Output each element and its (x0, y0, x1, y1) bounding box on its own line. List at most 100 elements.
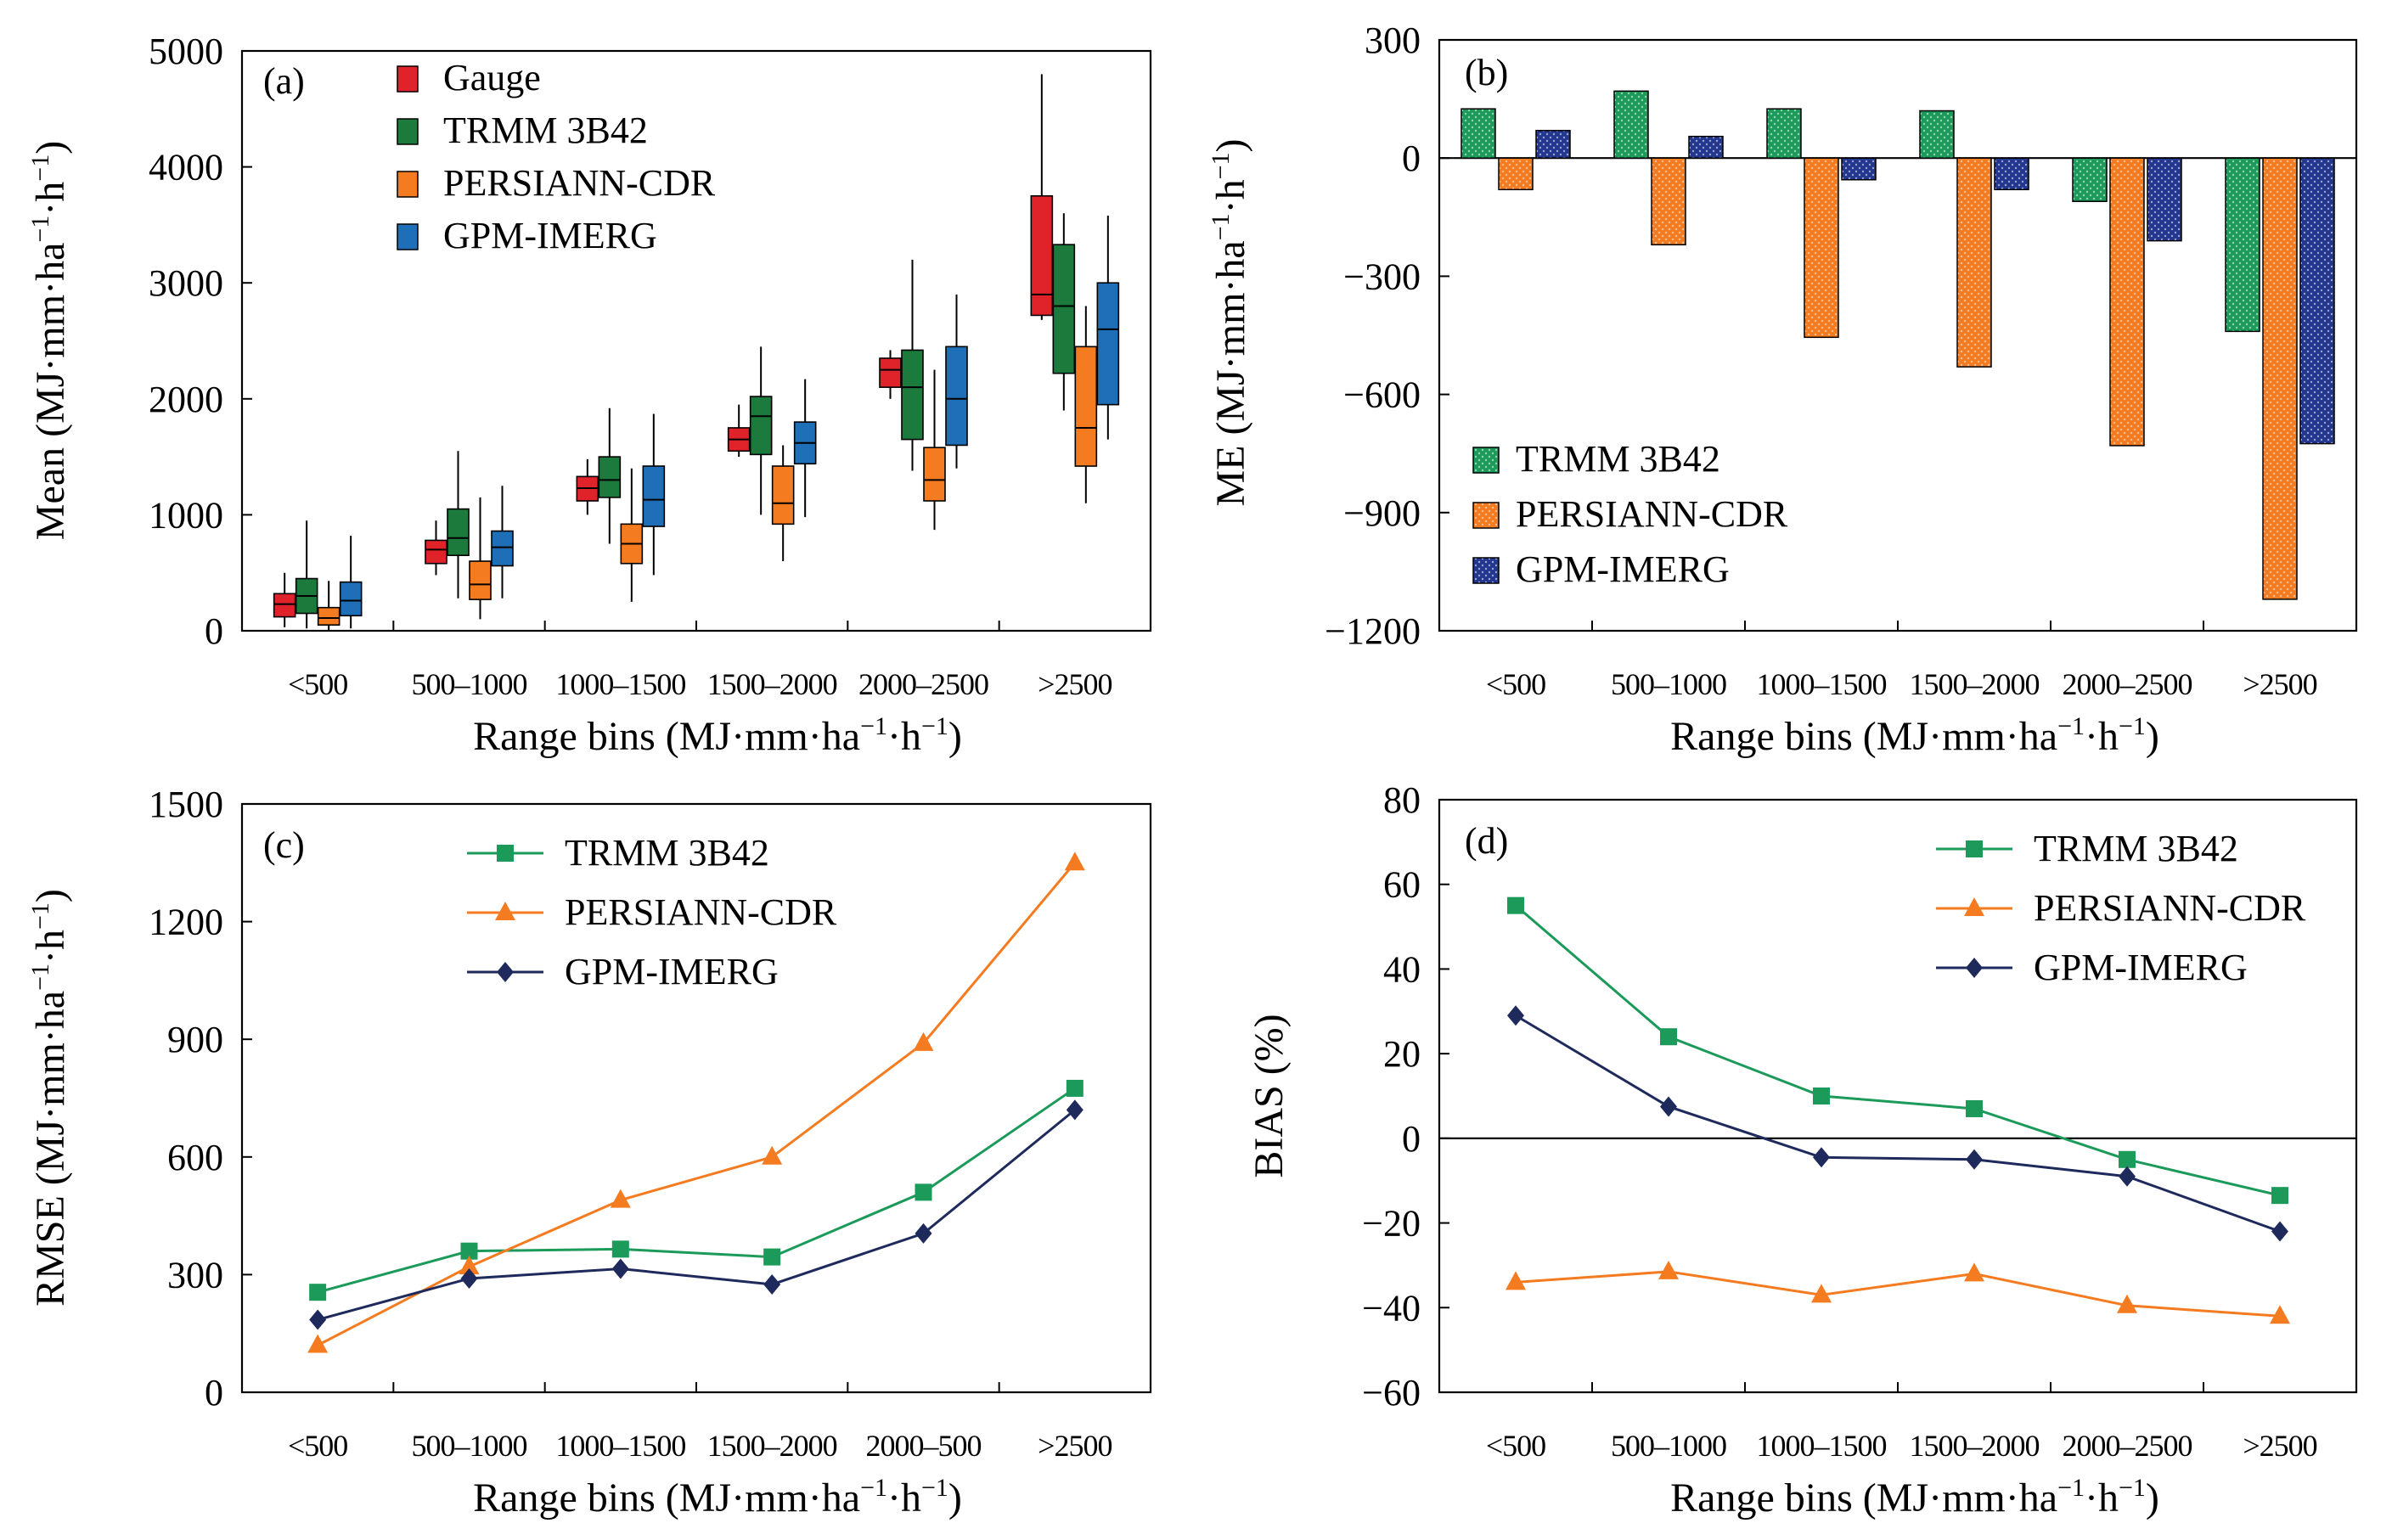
series-gpm-imerg (1507, 1005, 2288, 1242)
x-tick-label: <500 (1486, 1429, 1545, 1463)
x-tick-label: 1500–2000 (1910, 1429, 2040, 1463)
diamond-marker (460, 1268, 478, 1290)
y-tick-label: −40 (1362, 1287, 1421, 1329)
y-label-sup: −1 (26, 964, 54, 991)
box-body (491, 530, 514, 567)
bar-gpm-imerg (2299, 157, 2335, 445)
y-tick-label: 300 (167, 1254, 223, 1296)
x-tick-label: 500–1000 (412, 1429, 527, 1463)
panel-d-yticks: −60 −40 −20 0 20 40 60 80 (1362, 779, 1449, 1414)
x-label-sup: −1 (2119, 712, 2146, 740)
bar-persiann-cdr (1956, 157, 1992, 368)
panel-b-frame (1438, 38, 2358, 632)
panel-d-xticks: <500 500–1000 1000–1500 1500–2000 2000–2500 >… (1486, 1382, 2318, 1463)
panel-b-legend: TRMM 3B42 PERSIANN-CDR GPM-IMERG (1472, 438, 1788, 590)
x-tick-label: 1000–1500 (1757, 1429, 1887, 1463)
y-label-main: ME (MJ·mm·ha (1208, 240, 1253, 506)
legend-label-gauge: Gauge (443, 57, 541, 98)
legend-swatch-gpm-imerg (1472, 557, 1500, 584)
x-tick-label: 500–1000 (1611, 667, 1726, 701)
bar-trmm-3b42 (1766, 108, 1802, 159)
panel-b-label: (b) (1465, 52, 1508, 93)
x-tick-label: 1000–1500 (555, 667, 685, 701)
y-label-close: ) (1208, 138, 1253, 152)
y-tick-label: 1500 (149, 784, 223, 825)
x-tick-label: >2500 (2243, 1429, 2316, 1463)
y-label-main: Mean (MJ·mm·ha (28, 243, 73, 541)
panel-a-xticks: <500 500–1000 1000–1500 1500–2000 2000–2500 >… (288, 621, 1112, 701)
box-gpm-imerg (339, 535, 363, 629)
box-persiann-cdr (620, 468, 644, 602)
x-label-close: ) (948, 714, 962, 759)
panel-a-x-axis-label: Range bins (MJ·mm·ha−1·h−1) (473, 712, 962, 759)
panel-d-legend: TRMM 3B42 PERSIANN-CDR GPM-IMERG (1936, 828, 2306, 988)
bar-gpm-imerg (2147, 157, 2182, 242)
square-marker (763, 1248, 781, 1266)
square-marker (1507, 896, 1524, 914)
triangle-marker (1064, 851, 1085, 871)
y-tick-label: −600 (1343, 374, 1421, 416)
panel-a-y-axis-label: Mean (MJ·mm·ha−1·h−1) (26, 141, 73, 540)
legend-label-gpm-imerg: GPM-IMERG (443, 215, 657, 256)
y-tick-label: 4000 (149, 147, 223, 188)
series-line (1515, 1270, 2281, 1318)
series-persiann-cdr (307, 851, 1085, 1353)
box-body (879, 357, 902, 388)
y-label-main: RMSE (MJ·mm·ha (28, 991, 73, 1307)
y-label-sup: −1 (26, 155, 54, 182)
box-persiann-cdr (771, 445, 795, 562)
x-tick-label: >2500 (1038, 667, 1112, 701)
y-tick-label: 300 (1365, 20, 1421, 61)
bar-gpm-imerg (1688, 135, 1724, 159)
series-line (1515, 1014, 2281, 1233)
square-marker (497, 845, 514, 862)
x-tick-label: 500–1000 (1611, 1429, 1726, 1463)
bar-trmm-3b42 (2072, 157, 2108, 202)
panel-c-marks (307, 851, 1085, 1353)
legend-label-trmm-3b42: TRMM 3B42 (565, 832, 769, 874)
panel-a-legend: Gauge TRMM 3B42 PERSIANN-CDR GPM-IMERG (397, 57, 716, 256)
box-gauge (1030, 74, 1054, 320)
bar-trmm-3b42 (1919, 110, 1955, 159)
y-tick-label: −300 (1343, 256, 1421, 297)
x-tick-label: >2500 (2243, 667, 2316, 701)
x-label-sup: −1 (2057, 712, 2085, 740)
legend-label-gpm-imerg: GPM-IMERG (1516, 548, 1730, 590)
box-trmm-3b42 (447, 451, 470, 599)
x-label-sup: −1 (860, 1474, 887, 1502)
triangle-marker (1658, 1260, 1679, 1279)
diamond-marker (1813, 1147, 1830, 1168)
diamond-marker (2119, 1166, 2136, 1187)
x-label-main: Range bins (MJ·mm·ha (473, 1475, 860, 1520)
diamond-marker (1660, 1096, 1677, 1117)
x-label-main: Range bins (MJ·mm·ha (1670, 714, 2057, 759)
x-label-close: ) (948, 1475, 962, 1520)
x-label-close: ) (2146, 1475, 2159, 1520)
legend-label-trmm-3b42: TRMM 3B42 (2034, 828, 2238, 869)
y-tick-label: 3000 (149, 262, 223, 304)
box-gpm-imerg (945, 294, 968, 469)
x-label-sup: −1 (2057, 1474, 2085, 1502)
square-marker (2271, 1187, 2288, 1205)
box-body (901, 349, 924, 441)
y-tick-label: 1000 (149, 494, 223, 536)
diamond-marker (1966, 958, 1983, 978)
triangle-marker (1811, 1284, 1832, 1303)
y-label-mid: ·h (28, 182, 73, 216)
series-line (1515, 904, 2281, 1197)
triangle-marker (1506, 1271, 1526, 1290)
box-body (945, 346, 968, 447)
legend-label-persiann-cdr: PERSIANN-CDR (443, 162, 716, 204)
diamond-marker (1507, 1005, 1524, 1026)
diamond-marker (915, 1222, 932, 1244)
box-trmm-3b42 (598, 407, 622, 544)
box-trmm-3b42 (901, 259, 924, 471)
x-tick-label: 1000–1500 (1757, 667, 1887, 701)
y-label-mid: ·h (28, 930, 73, 964)
box-body (642, 465, 666, 527)
triangle-marker (913, 1031, 934, 1051)
x-label-sup: −1 (921, 1474, 948, 1502)
bar-gpm-imerg (1994, 157, 2029, 191)
triangle-marker (459, 1256, 480, 1275)
